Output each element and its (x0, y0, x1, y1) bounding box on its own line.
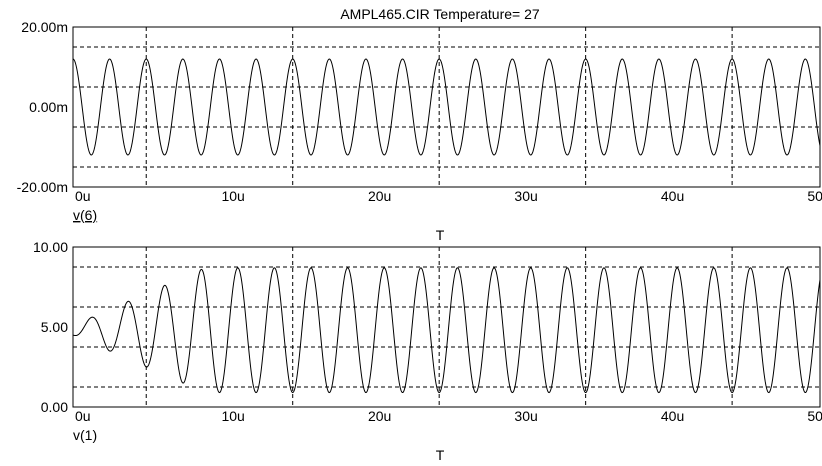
x-axis-label: T (436, 447, 445, 463)
x-tick-label: 0u (75, 408, 91, 424)
series-line-v6 (72, 58, 821, 156)
y-tick-label: 10.00 (33, 239, 68, 255)
grid-lines (73, 27, 820, 187)
x-tick-labels: 0u 10u 20u 30u 40u 50u (75, 408, 822, 424)
x-axis-label: T (436, 227, 445, 243)
x-tick-label: 10u (221, 188, 244, 204)
grid-lines (73, 247, 820, 407)
y-tick-label: 5.00 (41, 319, 68, 335)
legend-label-v1: v(1) (73, 427, 97, 443)
x-tick-label: 50u (807, 188, 822, 204)
panel-v6: -20.00m 0.00m 20.00m 0u 10u 20u 30u 40u 50u v(6… (17, 19, 822, 243)
y-tick-labels: 0.00 5.00 10.00 (33, 239, 68, 415)
x-tick-label: 10u (221, 408, 244, 424)
x-tick-label: 20u (368, 188, 391, 204)
y-tick-label: 20.00m (21, 19, 68, 35)
plot-frame (72, 246, 821, 408)
panel-v1: 0.00 5.00 10.00 0u 10u 20u 30u 40u 50u v(1) T (33, 239, 822, 463)
chart-title: AMPL465.CIR Temperature= 27 (340, 6, 540, 22)
x-tick-label: 40u (661, 188, 684, 204)
legend-label-v6: v(6) (73, 207, 97, 223)
x-tick-label: 50u (807, 408, 822, 424)
x-tick-label: 20u (368, 408, 391, 424)
x-tick-label: 40u (661, 408, 684, 424)
x-tick-labels: 0u 10u 20u 30u 40u 50u (75, 188, 822, 204)
y-tick-label: -20.00m (17, 179, 68, 195)
x-tick-label: 30u (514, 408, 537, 424)
plot-frame (72, 26, 821, 188)
y-tick-label: 0.00m (29, 99, 68, 115)
y-tick-labels: -20.00m 0.00m 20.00m (17, 19, 68, 195)
x-tick-label: 30u (514, 188, 537, 204)
y-tick-label: 0.00 (41, 399, 68, 415)
x-tick-label: 0u (75, 188, 91, 204)
series-line-v1 (72, 267, 821, 394)
